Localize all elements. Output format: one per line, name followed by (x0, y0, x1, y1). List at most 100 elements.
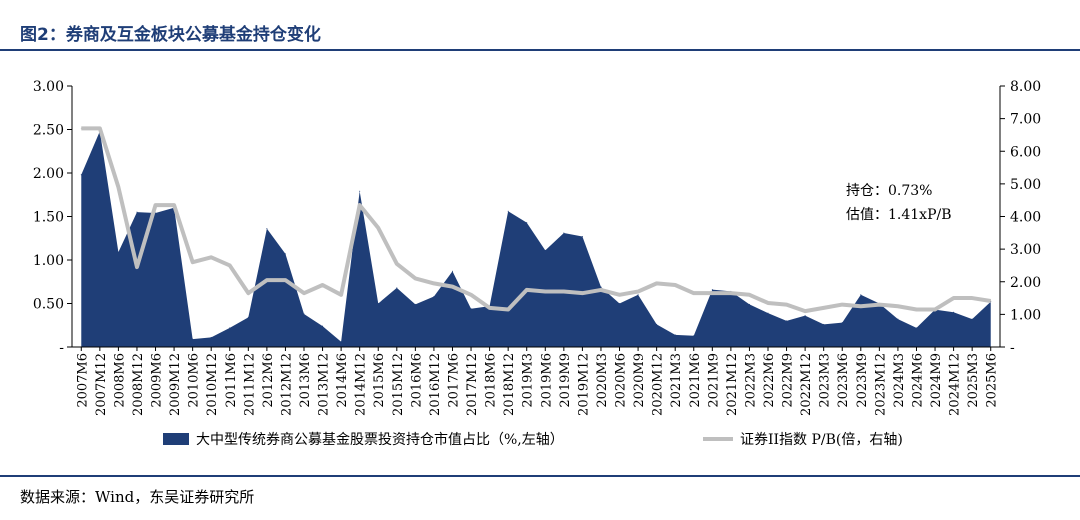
line-point-2020M9 (637, 291, 639, 293)
x-tick-label: 2016M12 (428, 353, 443, 416)
left-tick-label: 0.50 (33, 297, 64, 313)
line-point-2023M12 (878, 304, 880, 306)
x-tick-label: 2020M3 (595, 353, 610, 408)
x-tick-label: 2007M12 (94, 353, 109, 416)
x-tick-label: 2022M9 (781, 353, 796, 408)
area-point-2019M12 (581, 236, 583, 238)
area-point-2012M12 (284, 253, 286, 255)
x-tick-label: 2024M12 (948, 353, 963, 416)
area-point-2017M6 (451, 270, 453, 272)
x-tick-label: 2019M9 (558, 353, 573, 408)
area-point-2014M12 (359, 190, 361, 192)
x-tick-label: 2017M6 (446, 353, 461, 408)
area-point-2025M3 (971, 318, 973, 320)
x-tick-label: 2021M12 (725, 353, 740, 416)
line-point-2024M9 (934, 308, 936, 310)
line-point-2019M9 (563, 291, 565, 293)
x-tick-label: 2023M9 (855, 353, 870, 408)
line-point-2019M3 (526, 289, 528, 291)
area-point-2012M6 (266, 228, 268, 230)
x-tick-label: 2025M3 (966, 353, 981, 408)
line-point-2009M12 (173, 204, 175, 206)
line-series-layer (80, 126, 992, 314)
area-point-2011M6 (229, 327, 231, 329)
left-tick-label: 2.00 (33, 166, 64, 182)
x-tick-label: 2012M12 (279, 353, 294, 416)
x-tick-label: 2020M6 (614, 353, 629, 408)
area-point-2021M6 (693, 335, 695, 337)
line-point-2021M9 (711, 292, 713, 294)
right-tick-label: 3.00 (1010, 242, 1041, 258)
x-tick-label: 2023M6 (836, 353, 851, 408)
line-point-2016M6 (414, 277, 416, 279)
line-point-2008M6 (117, 186, 119, 188)
area-point-2008M6 (117, 251, 119, 253)
line-point-2023M9 (860, 305, 862, 307)
line-point-2009M6 (155, 204, 157, 206)
x-tick-label: 2019M6 (539, 353, 554, 408)
x-tick-label: 2024M6 (910, 353, 925, 408)
right-tick-label: 2.00 (1010, 275, 1041, 291)
line-point-2022M12 (804, 310, 806, 312)
title-divider (0, 49, 1080, 51)
x-tick-label: 2019M12 (576, 353, 591, 416)
line-point-2012M12 (284, 279, 286, 281)
area-point-2021M3 (674, 334, 676, 336)
line-point-2008M12 (136, 266, 138, 268)
area-point-2015M12 (396, 287, 398, 289)
line-point-2012M6 (266, 279, 268, 281)
area-point-2020M12 (656, 323, 658, 325)
left-tick-label: 1.00 (33, 253, 64, 269)
line-point-2024M3 (897, 305, 899, 307)
area-point-2010M12 (210, 336, 212, 338)
right-tick-label: 6.00 (1010, 144, 1041, 160)
x-tick-label: 2022M6 (762, 353, 777, 408)
left-tick-label: 2.50 (33, 123, 64, 139)
x-tick-label: 2009M6 (150, 353, 165, 408)
line-point-2020M12 (656, 282, 658, 284)
line-series-pb (81, 126, 992, 314)
x-tick-label: 2017M12 (465, 353, 480, 416)
line-point-2017M6 (451, 286, 453, 288)
area-point-2010M6 (192, 338, 194, 340)
line-point-2014M12 (359, 204, 361, 206)
line-point-2021M12 (730, 292, 732, 294)
area-point-2013M6 (303, 313, 305, 315)
line-point-2015M12 (396, 263, 398, 265)
line-point-2018M12 (507, 308, 509, 310)
area-point-2014M6 (340, 341, 342, 343)
annotation-valuation: 估值：1.41xP/B (846, 207, 952, 223)
line-point-2024M6 (915, 308, 917, 310)
line-point-2010M6 (192, 261, 194, 263)
source-note: 数据来源：Wind，东吴证券研究所 (20, 488, 255, 506)
line-point-2014M6 (340, 294, 342, 296)
legend-line-label: 证券II指数 P/B(倍，右轴) (740, 432, 903, 448)
footer-divider (0, 475, 1080, 477)
area-point-2020M3 (600, 286, 602, 288)
area-point-2018M12 (507, 210, 509, 212)
area-point-2016M6 (414, 303, 416, 305)
line-point-2017M12 (470, 294, 472, 296)
x-tick-label: 2016M6 (409, 353, 424, 408)
area-point-2022M3 (748, 303, 750, 305)
area-point-2023M9 (860, 294, 862, 296)
line-point-2021M3 (674, 284, 676, 286)
area-point-2024M12 (953, 311, 955, 313)
chart-container: - 0.50 1.00 1.50 2.00 2.50 3.00 - 1.00 2.00 3.00 4.… (0, 52, 1080, 472)
right-tick-label: 8.00 (1010, 79, 1041, 95)
x-tick-label: 2011M12 (242, 353, 257, 416)
line-point-2016M12 (433, 282, 435, 284)
area-point-2015M6 (377, 303, 379, 304)
line-point-2019M6 (544, 291, 546, 293)
x-tick-label: 2008M12 (131, 353, 146, 416)
right-tick-label: 1.00 (1010, 307, 1041, 323)
annotation-holding: 持仓：0.73% (846, 183, 932, 199)
x-tick-label: 2021M6 (688, 353, 703, 408)
line-point-2022M9 (786, 304, 788, 306)
x-tick-label: 2011M6 (224, 353, 239, 408)
line-point-2023M3 (823, 307, 825, 309)
right-tick-label: 4.00 (1010, 210, 1041, 226)
figure-header: 图2：券商及互金板块公募基金持仓变化 (0, 0, 1080, 51)
area-point-2022M12 (804, 315, 806, 317)
x-tick-label: 2012M6 (261, 353, 276, 408)
